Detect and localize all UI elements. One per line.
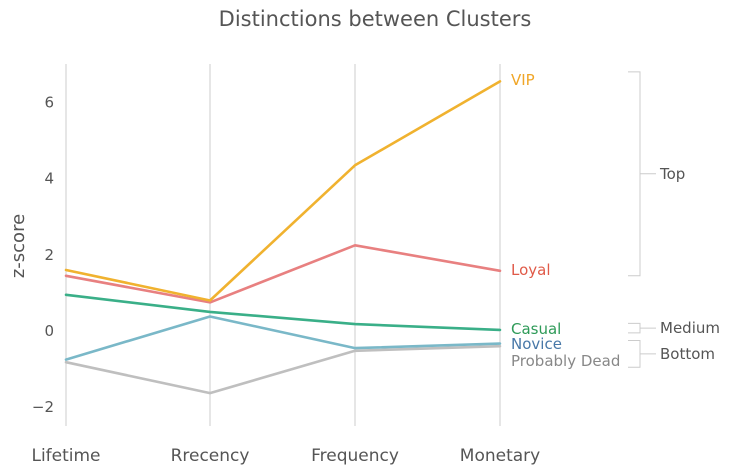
y-tick-label: 4	[44, 170, 54, 188]
series-label-vip: VIP	[511, 71, 535, 89]
series-line-vip	[64, 80, 502, 302]
x-tick-label-lifetime: Lifetime	[31, 446, 100, 466]
group-label-medium: Medium	[660, 319, 720, 337]
x-tick-label-rrecency: Rrecency	[171, 446, 250, 466]
series-label-probably-dead: Probably Dead	[511, 352, 620, 370]
y-axis-label: z-score	[8, 214, 29, 278]
series-label-novice: Novice	[511, 335, 562, 353]
series-line-casual	[64, 293, 502, 332]
series-label-loyal: Loyal	[511, 261, 551, 279]
group-bracket-top	[628, 71, 656, 277]
series-label-casual: Casual	[511, 320, 561, 338]
group-bracket-bottom	[628, 340, 656, 368]
group-label-bottom: Bottom	[660, 345, 715, 363]
series-line-loyal	[64, 244, 502, 304]
x-categories-layer: Lifetime Rrecency Frequency Monetary	[31, 446, 540, 466]
y-ticks-layer: −2 0 2 4 6	[32, 93, 54, 416]
x-tick-label-monetary: Monetary	[460, 446, 540, 466]
group-label-top: Top	[659, 165, 685, 183]
y-tick-label: 6	[44, 93, 54, 111]
series-line-novice	[64, 315, 502, 361]
chart-title: Distinctions between Clusters	[219, 7, 532, 31]
series-line-probably-dead	[64, 344, 502, 395]
y-tick-label: 2	[44, 246, 54, 264]
y-tick-label: −2	[32, 398, 54, 416]
y-tick-label: 0	[44, 322, 54, 340]
series-lines-layer	[64, 80, 502, 395]
x-tick-label-frequency: Frequency	[311, 446, 399, 466]
group-brackets-layer: Top Medium Bottom	[628, 71, 720, 368]
group-bracket-medium	[628, 322, 656, 334]
